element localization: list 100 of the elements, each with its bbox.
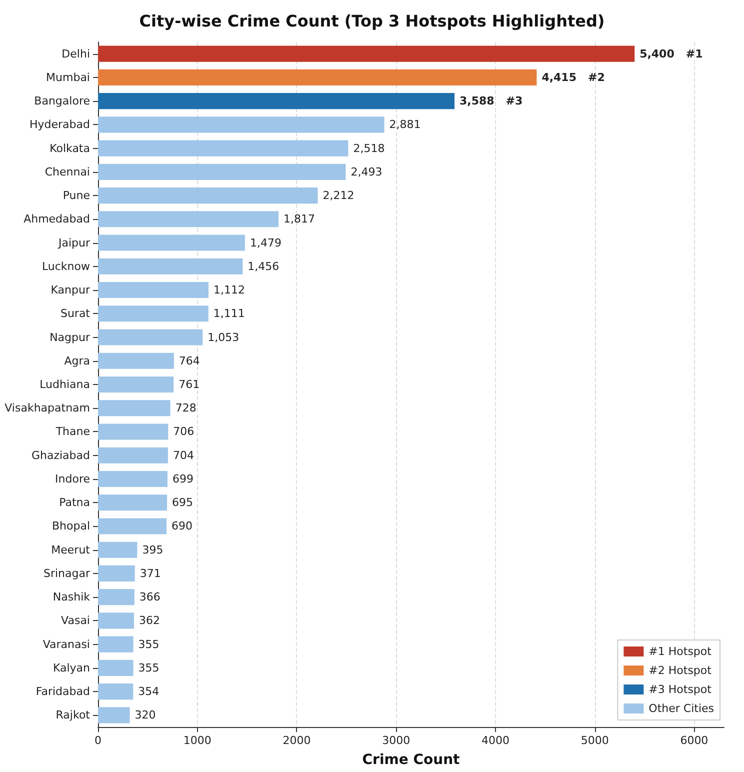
bar [98,211,279,228]
data-label: 355 [138,661,160,674]
y-tick-label: Vasai [61,614,90,628]
bar [98,188,318,204]
bar [98,234,245,251]
bar [98,93,455,110]
y-tick-label: Srinagar [43,566,90,580]
data-label: 1,111 [213,307,245,320]
data-label: 1,479 [250,236,282,250]
data-label: 362 [138,614,160,628]
bar [98,116,384,133]
bar [98,306,208,322]
y-tick-label: Ahmedabad [24,212,90,226]
y-tick-label: Visakhapatnam [4,402,90,415]
bar [98,589,134,606]
bar [98,424,168,440]
y-tick-label: Rajkot [56,708,91,722]
data-label: 2,518 [353,142,385,155]
legend-label: #3 Hotspot [648,683,712,696]
data-label: 706 [173,425,194,438]
bar [98,447,168,464]
y-tick-label: Patna [59,496,90,510]
x-tick-label: 4000 [481,734,510,747]
x-axis-title: Crime Count [362,752,460,768]
data-label: 761 [178,378,200,391]
y-tick-label: Nagpur [50,330,90,344]
y-tick-label: Kolkata [50,142,90,155]
data-label: 3,588 #3 [460,94,523,108]
y-tick-label: Meerut [51,543,91,556]
bar [98,329,203,346]
data-label: 355 [138,638,160,651]
bar [98,352,174,369]
bar [98,140,348,156]
x-tick-label: 3000 [382,734,410,747]
data-label: 1,817 [284,212,316,226]
y-tick-label: Thane [54,425,90,438]
bar [98,684,134,700]
data-label: 371 [140,566,161,580]
x-tick-label: 6000 [680,734,708,747]
x-tick-label: 0 [94,734,102,747]
y-tick-label: Jaipur [57,236,90,250]
data-label: 2,212 [322,189,354,202]
y-tick-label: Chennai [44,165,90,178]
bar [98,46,635,62]
data-label: 5,400 #1 [640,47,703,60]
y-tick-label: Varanasi [42,638,90,651]
data-label: 354 [138,685,160,698]
y-tick-label: Surat [60,307,91,320]
y-tick-label: Ghaziabad [31,448,90,462]
bar [98,258,243,274]
data-label: 395 [142,543,164,556]
data-label: 1,053 [208,330,240,344]
bar [98,565,135,582]
data-label: 2,881 [389,118,421,132]
y-tick-label: Pune [62,189,90,202]
bar [98,470,168,488]
data-label: 2,493 [350,165,382,178]
y-tick-label: Delhi [62,47,90,60]
y-tick-label: Ludhiana [40,378,90,391]
x-tick-label: 1000 [183,734,212,747]
bar [98,542,138,558]
x-tick-label: 2000 [282,734,311,747]
bar [98,164,346,180]
legend-label: #1 Hotspot [648,645,712,658]
y-tick-label: Indore [55,472,90,486]
data-label: 320 [134,708,156,722]
data-label: 704 [172,448,194,462]
y-tick-label: Kalyan [52,661,90,674]
y-tick-label: Kanpur [50,284,90,297]
y-tick-label: Faridabad [36,685,90,698]
y-tick-label: Agra [64,354,90,368]
y-tick-label: Lucknow [42,260,90,273]
bar [98,660,134,676]
bar [98,494,168,511]
legend-label: Other Cities [648,702,714,715]
data-label: 764 [178,354,200,368]
y-tick-label: Bangalore [34,94,90,108]
data-label: 1,456 [248,260,280,273]
bar [98,400,170,416]
x-tick-label: 5000 [580,734,609,747]
data-label: 1,112 [213,284,245,297]
bar [98,69,537,86]
y-tick-label: Nashik [52,590,91,604]
data-label: 4,415 #2 [542,70,605,84]
chart-title: City-wise Crime Count (Top 3 Hotspots Highlighted) [139,12,605,30]
legend-label: #2 Hotspot [648,664,712,677]
bar [98,282,208,298]
data-label: 366 [139,590,160,604]
bar [98,376,174,393]
bar [98,518,167,534]
data-label: 699 [172,472,194,486]
data-label: 690 [172,520,193,533]
y-tick-label: Bhopal [52,520,90,533]
bar [98,612,134,629]
y-tick-label: Mumbai [46,70,90,84]
data-label: 728 [175,402,196,415]
y-tick-label: Hyderabad [30,118,90,132]
bar [98,636,134,652]
data-label: 695 [172,496,194,510]
bar [98,707,130,724]
